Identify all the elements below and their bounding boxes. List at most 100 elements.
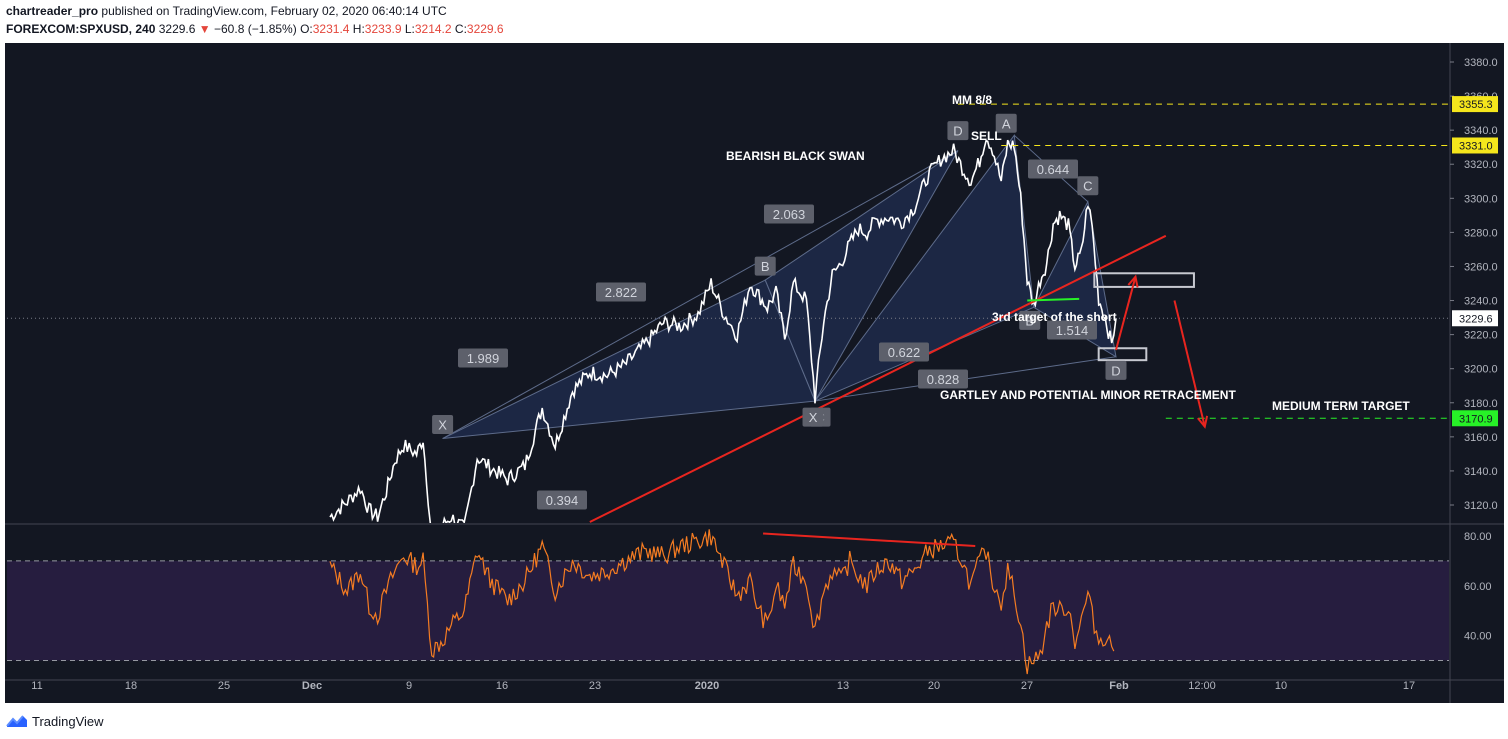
author-name[interactable]: chartreader_pro (6, 4, 99, 18)
third-target-label: 3rd target of the short (992, 310, 1117, 324)
time-tick-label: 18 (125, 680, 137, 692)
price-series (329, 139, 1117, 523)
price-tick-label: 3240.0 (1464, 296, 1498, 308)
ratio-2822-box (596, 282, 646, 302)
time-tick-label: 12:00 (1188, 680, 1216, 692)
swan-xd-line (442, 150, 959, 439)
price-tick-label: 3260.0 (1464, 261, 1498, 273)
swan-point-b: B (761, 259, 770, 274)
time-tick-label: 16 (496, 680, 508, 692)
up-arrow (1115, 276, 1137, 351)
ratio-0622-box (879, 342, 929, 362)
up-arrow-head (1127, 274, 1139, 288)
medium-target-label: MEDIUM TERM TARGET (1272, 399, 1410, 413)
down-arrow (1173, 300, 1206, 427)
ratio-2063-box (764, 204, 814, 224)
rsi-divergence-line (762, 532, 976, 547)
tradingview-brand[interactable]: TradingView (32, 713, 104, 729)
swan-point-d-box (947, 121, 969, 141)
swan-point-x: X (438, 418, 447, 433)
ratio-2822: 2.822 (605, 285, 638, 300)
open-value: 3231.4 (312, 22, 350, 36)
time-tick-label: 2020 (695, 680, 719, 692)
tradingview-logo-icon[interactable] (6, 713, 28, 729)
rsi-tick-label: 60.00 (1464, 581, 1492, 593)
swan-point-x-box (432, 415, 454, 435)
low-value: 3214.2 (414, 22, 452, 36)
price-tick-label: 3320.0 (1464, 159, 1498, 171)
price-tick-label: 3280.0 (1464, 227, 1498, 239)
price-chart[interactable]: XBCDXABCD1.9892.8222.0630.3940.6440.6221… (5, 43, 1504, 703)
swan-pattern-label: BEARISH BLACK SWAN (726, 149, 865, 163)
symbol-info: FOREXCOM:SPXUSD, 240 3229.6 ▼ −60.8 (−1.… (6, 22, 504, 36)
gartley-point-c: C (1083, 179, 1092, 194)
open-label: O: (300, 22, 313, 36)
ratio-1514: 1.514 (1056, 323, 1089, 338)
mm-level-badge: 3355.3 (1459, 99, 1493, 111)
rsi-pane (7, 529, 1449, 675)
gartley-pattern-label: GARTLEY AND POTENTIAL MINOR RETRACEMENT (940, 388, 1236, 402)
current-price-badge: 3229.6 (1459, 313, 1493, 325)
resistance-level-badge: 3331.0 (1459, 140, 1493, 152)
time-tick-label: 23 (589, 680, 601, 692)
retrace-zone-box (1093, 272, 1195, 288)
target-level-badge-bg (1452, 410, 1498, 427)
ratio-0828-box (918, 369, 968, 389)
neckline (1027, 297, 1080, 302)
rsi-band (7, 560, 1449, 661)
time-tick-label: Feb (1109, 680, 1129, 692)
ratio-1514-box (1047, 320, 1097, 340)
close-value: 3229.6 (466, 22, 504, 36)
time-tick-label: 27 (1021, 680, 1033, 692)
time-tick-label: 17 (1403, 680, 1415, 692)
ratio-1989-box (458, 348, 508, 368)
reversal-zone-box (1097, 347, 1148, 362)
price-tick-label: 3200.0 (1464, 364, 1498, 376)
down-arrow-head (1197, 415, 1209, 429)
price-tick-label: 3180.0 (1464, 398, 1498, 410)
chart-frame[interactable]: XBCDXABCD1.9892.8222.0630.3940.6440.6221… (5, 43, 1504, 703)
swan-point-b-box (754, 256, 776, 276)
last-price: 3229.6 (158, 22, 196, 36)
time-tick-label: 10 (1275, 680, 1287, 692)
rsi-tick-label: 80.00 (1464, 531, 1492, 543)
high-label: H: (352, 22, 365, 36)
ratio-0394: 0.394 (546, 493, 579, 508)
price-tick-label: 3340.0 (1464, 125, 1498, 137)
ratio-0622: 0.622 (888, 345, 921, 360)
gartley-point-a: A (1002, 116, 1011, 131)
publish-info: chartreader_pro published on TradingView… (6, 4, 447, 18)
swan-point-d: D (953, 124, 962, 139)
target-level-badge: 3170.9 (1459, 413, 1493, 425)
published-text: published on TradingView.com, February 0… (101, 4, 447, 18)
time-tick-label: 11 (31, 680, 42, 692)
gartley-point-c-box (1077, 176, 1099, 196)
price-tick-label: 3120.0 (1464, 500, 1498, 512)
time-tick-label: 25 (218, 680, 230, 692)
price-tick-label: 3160.0 (1464, 432, 1498, 444)
price-tick-label: 3300.0 (1464, 193, 1498, 205)
low-label: L: (404, 22, 415, 36)
ratio-1989: 1.989 (467, 351, 500, 366)
time-tick-label: 13 (837, 680, 849, 692)
time-tick-label: 20 (928, 680, 940, 692)
price-tick-label: 3140.0 (1464, 466, 1498, 478)
ratio-0828: 0.828 (927, 372, 960, 387)
price-tick-label: 3220.0 (1464, 330, 1498, 342)
ratio-2063: 2.063 (773, 207, 806, 222)
rsi-series (329, 529, 1115, 675)
symbol-label: FOREXCOM:SPXUSD, 240 (6, 22, 156, 36)
sell-label: SELL (971, 129, 1002, 143)
time-tick-label: Dec (302, 680, 322, 692)
close-label: C: (454, 22, 467, 36)
high-value: 3233.9 (364, 22, 402, 36)
down-arrow-icon: ▼ (198, 22, 211, 36)
price-change: −60.8 (−1.85%) (214, 22, 297, 36)
gartley-point-b-box (1019, 310, 1041, 330)
gartley-point-x: X (809, 410, 818, 425)
mm-level-label: MM 8/8 (952, 93, 992, 107)
gartley-point-d-box (1105, 360, 1127, 380)
price-tick-label: 3380.0 (1464, 57, 1498, 69)
ratio-0644-box (1028, 159, 1078, 179)
gartley-point-x-box (802, 407, 824, 427)
